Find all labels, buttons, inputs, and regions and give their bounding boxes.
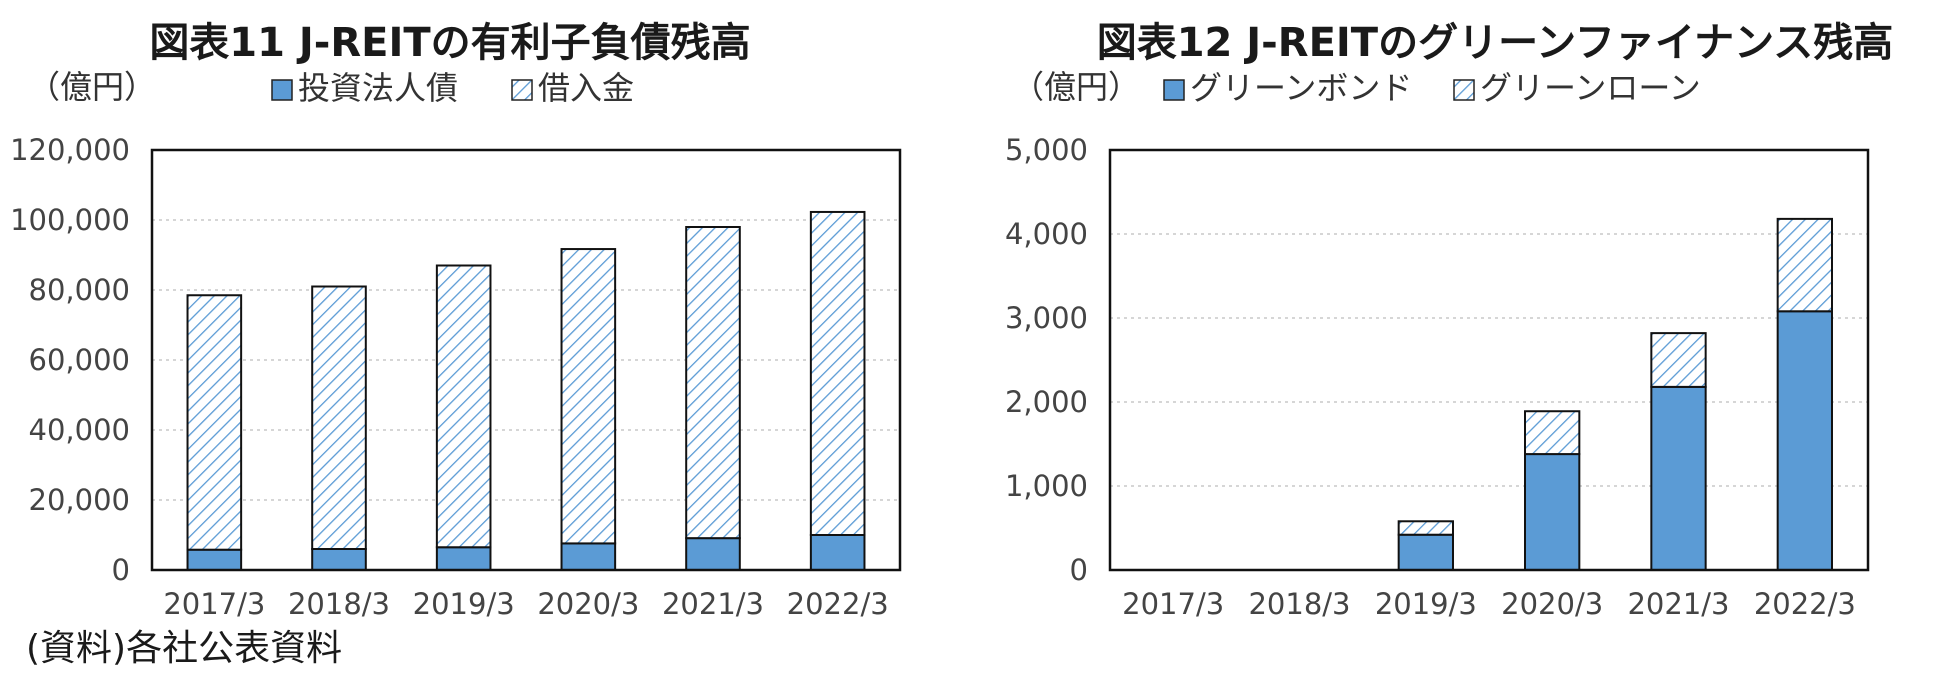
chart1-bar-series2	[186, 294, 243, 551]
chart2-x-tick-label: 2019/3	[1375, 587, 1477, 621]
chart2-bar-series2	[1776, 217, 1833, 313]
chart1-legend-label-loans: 借入金	[538, 69, 634, 107]
chart2-bar-series1	[1776, 310, 1833, 571]
chart2-plot-frame	[1108, 148, 1870, 572]
chart1-y-tick-label: 60,000	[29, 343, 130, 377]
chart1-x-tick-label: 2017/3	[163, 587, 265, 621]
chart1-bar-series1	[186, 548, 243, 572]
chart1-bar-series2	[435, 264, 492, 549]
chart2-legend-swatch-green-loans	[1453, 79, 1475, 101]
chart1-plot-area: 0 20,000 40,000 60,000 80,000 100,000 120,000 2…	[10, 133, 902, 621]
chart1-x-tick-label: 2022/3	[787, 587, 889, 621]
chart1-legend-swatch-bonds	[271, 79, 293, 101]
chart2-bar-series2	[1524, 410, 1581, 456]
chart1-bar-series2	[311, 285, 367, 550]
chart2-bar-series1	[1524, 453, 1581, 571]
chart1-x-tick-label: 2021/3	[662, 587, 764, 621]
chart1-bar-series1	[311, 548, 367, 571]
chart2-bar-series1	[1650, 385, 1707, 571]
chart1-bar-series1	[435, 546, 492, 571]
chart1-y-tick-label: 0	[112, 553, 130, 587]
chart2-bar-series1	[1397, 533, 1454, 571]
chart2-x-tick-label: 2020/3	[1501, 587, 1603, 621]
chart1-y-tick-label: 80,000	[29, 273, 130, 307]
chart2-legend-label-green-bonds: グリーンボンド	[1190, 69, 1412, 107]
chart2-x-tick-label: 2017/3	[1122, 587, 1224, 621]
chart1-unit-label: （億円）	[28, 68, 156, 106]
chart2-y-tick-label: 3,000	[1005, 301, 1088, 335]
chart1-legend-label-bonds: 投資法人債	[298, 69, 458, 107]
chart2-bar-series2	[1397, 520, 1454, 536]
chart1-bar-series1	[809, 534, 866, 571]
chart1-title: 図表11 J-REITの有利子負債残高	[149, 20, 750, 66]
chart2-y-tick-label: 2,000	[1005, 385, 1088, 419]
chart1-y-tick-label: 40,000	[29, 413, 130, 447]
chart1-bar-series2	[560, 248, 617, 545]
chart2-y-tick-label: 1,000	[1005, 469, 1088, 503]
source-note: (資料)各社公表資料	[26, 628, 342, 669]
chart2-plot-area: 0 1,000 2,000 3,000 4,000 5,000 2017/3 2018/3 20…	[1005, 133, 1870, 621]
chart1-bar-series1	[560, 542, 617, 572]
chart1-bar-series1	[685, 537, 741, 572]
chart1-y-tick-label: 100,000	[10, 203, 130, 237]
chart1-x-tick-label: 2019/3	[413, 587, 515, 621]
chart2-unit-label: （億円）	[1012, 68, 1140, 106]
chart2-legend-label-green-loans: グリーンローン	[1480, 69, 1701, 107]
chart1-y-tick-label: 20,000	[29, 483, 130, 517]
chart1-y-tick-label: 120,000	[10, 133, 130, 167]
chart2-y-tick-label: 5,000	[1005, 133, 1088, 167]
chart1-x-tick-label: 2020/3	[537, 587, 639, 621]
chart1-plot-frame	[150, 148, 902, 572]
chart2-x-tick-label: 2018/3	[1248, 587, 1350, 621]
chart2-x-tick-label: 2021/3	[1627, 587, 1729, 621]
chart2-bar-series2	[1650, 332, 1707, 388]
chart2-y-tick-label: 0	[1070, 553, 1088, 587]
chart1-bar-series2	[809, 210, 866, 536]
chart2-title: 図表12 J-REITのグリーンファイナンス残高	[1097, 20, 1894, 66]
chart2-y-tick-label: 4,000	[1005, 217, 1088, 251]
chart2-legend-swatch-green-bonds	[1163, 79, 1185, 101]
chart1-x-tick-label: 2018/3	[288, 587, 390, 621]
chart1-bar-series2	[685, 226, 741, 540]
chart2-x-tick-label: 2022/3	[1754, 587, 1856, 621]
chart1-legend-swatch-loans	[511, 79, 533, 101]
